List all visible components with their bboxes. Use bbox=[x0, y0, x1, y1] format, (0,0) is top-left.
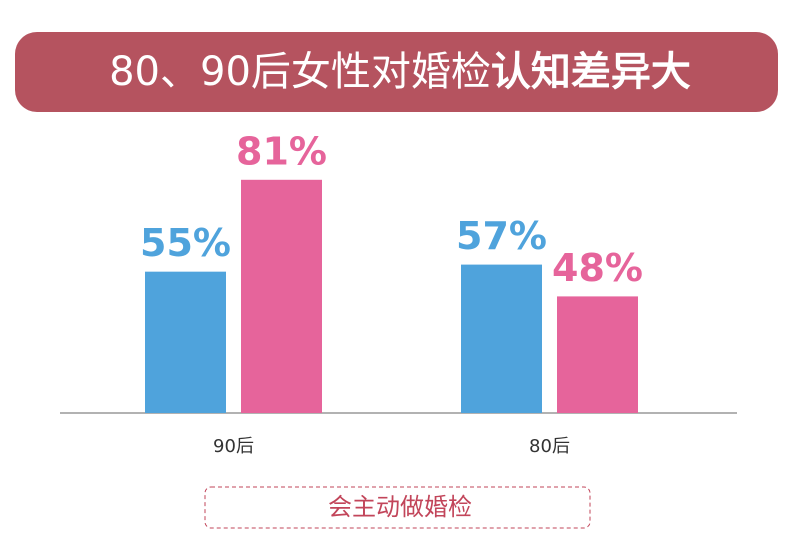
value-label: 81% bbox=[236, 129, 327, 173]
chart-title: 80、90后女性对婚检认知差异大 bbox=[109, 49, 691, 95]
x-tick-label: 80后 bbox=[529, 436, 570, 457]
value-label: 55% bbox=[140, 221, 231, 265]
title-banner bbox=[15, 32, 778, 112]
caption: 会主动做婚检 bbox=[328, 493, 472, 521]
value-label: 57% bbox=[456, 214, 547, 258]
bar bbox=[461, 264, 542, 413]
bar bbox=[145, 271, 226, 413]
title-emphasis: 认知差异大 bbox=[491, 49, 691, 95]
title-main: 80、90后女性对婚检 bbox=[109, 49, 491, 95]
value-label: 48% bbox=[552, 246, 643, 290]
bar bbox=[241, 179, 322, 413]
bar bbox=[557, 296, 638, 413]
x-tick-label: 90后 bbox=[213, 436, 254, 457]
